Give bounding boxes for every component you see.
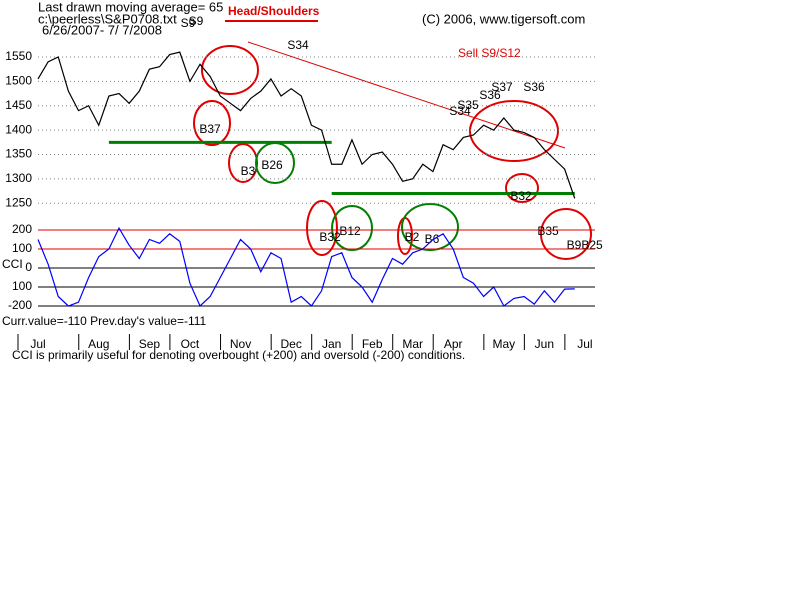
circle xyxy=(505,173,539,203)
signal-label: S36 xyxy=(479,88,501,102)
copyright: (C) 2006, www.tigersoft.com xyxy=(422,11,585,26)
x-tick-label: Feb xyxy=(362,337,383,351)
y-tick-label: -200 xyxy=(8,298,32,312)
x-tick-label: Mar xyxy=(402,337,423,351)
signal-label: B9 xyxy=(567,238,582,252)
y-tick-label: 1250 xyxy=(5,195,32,209)
signal-label: S36 xyxy=(523,80,545,94)
pattern-label: Head/Shoulders xyxy=(228,4,320,18)
y-tick-label: 1500 xyxy=(5,74,32,88)
x-tick-label: Sep xyxy=(139,337,161,351)
note: CCI is primarily useful for denoting ove… xyxy=(12,348,465,362)
y-tick-label: 1450 xyxy=(5,98,32,112)
x-tick-label: Jul xyxy=(577,337,592,351)
x-tick-label: Jul xyxy=(30,337,45,351)
x-tick-label: Nov xyxy=(230,337,251,351)
signal-label: S34 xyxy=(449,104,471,118)
signal-label: B26 xyxy=(261,158,283,172)
signal-label: B3 xyxy=(241,164,256,178)
header-line: Last drawn moving average= 65 xyxy=(38,0,223,14)
x-tick-label: Aug xyxy=(88,337,109,351)
y-tick-label: 1550 xyxy=(5,49,32,63)
y-tick-label: 100 xyxy=(12,279,32,293)
highlights xyxy=(193,45,592,260)
signal-label: S9 xyxy=(189,14,204,28)
signal-label: B6 xyxy=(425,232,440,246)
circle xyxy=(469,100,559,162)
y-tick-label: 0 xyxy=(25,260,32,274)
circle xyxy=(201,45,259,95)
current-value: Curr.value=-110 Prev.day's value=-111 xyxy=(2,314,207,328)
x-tick-label: Jan xyxy=(322,337,341,351)
signal-label: B32 xyxy=(319,230,341,244)
y-tick-label: 1300 xyxy=(5,171,32,185)
series-line xyxy=(37,226,575,308)
x-tick-label: Jun xyxy=(535,337,554,351)
signal-label: B35 xyxy=(537,224,559,238)
y-tick-label: 200 xyxy=(12,222,32,236)
series-line xyxy=(37,51,576,199)
signal-label: B37 xyxy=(199,122,221,136)
trend-line xyxy=(247,41,566,149)
signal-label: S35 xyxy=(457,98,479,112)
signal-label: S37 xyxy=(491,80,513,94)
y-tick-label: 1400 xyxy=(5,122,32,136)
header-line: c:\peerless\S&P0708.txt xyxy=(38,11,177,26)
circle xyxy=(331,205,373,251)
circle xyxy=(306,200,338,256)
panel-title: CCI xyxy=(2,257,23,271)
signal-label: B25 xyxy=(581,238,603,252)
x-tick-label: Dec xyxy=(281,337,302,351)
y-tick-label: 100 xyxy=(12,241,32,255)
x-tick-label: May xyxy=(493,337,516,351)
circle xyxy=(401,203,459,251)
x-tick-label: Apr xyxy=(444,337,463,351)
signal-label: S9 xyxy=(181,16,196,30)
x-tick-label: Oct xyxy=(181,337,200,351)
circle xyxy=(540,208,592,260)
circle xyxy=(193,100,231,146)
signal-label: S34 xyxy=(287,38,309,52)
signal-label: B32 xyxy=(510,189,532,203)
signal-label: B12 xyxy=(339,224,361,238)
y-tick-label: 1350 xyxy=(5,147,32,161)
signal-label: B2 xyxy=(405,230,420,244)
header-line: 6/26/2007- 7/ 7/2008 xyxy=(42,22,162,37)
sell-label: Sell S9/S12 xyxy=(458,46,521,60)
